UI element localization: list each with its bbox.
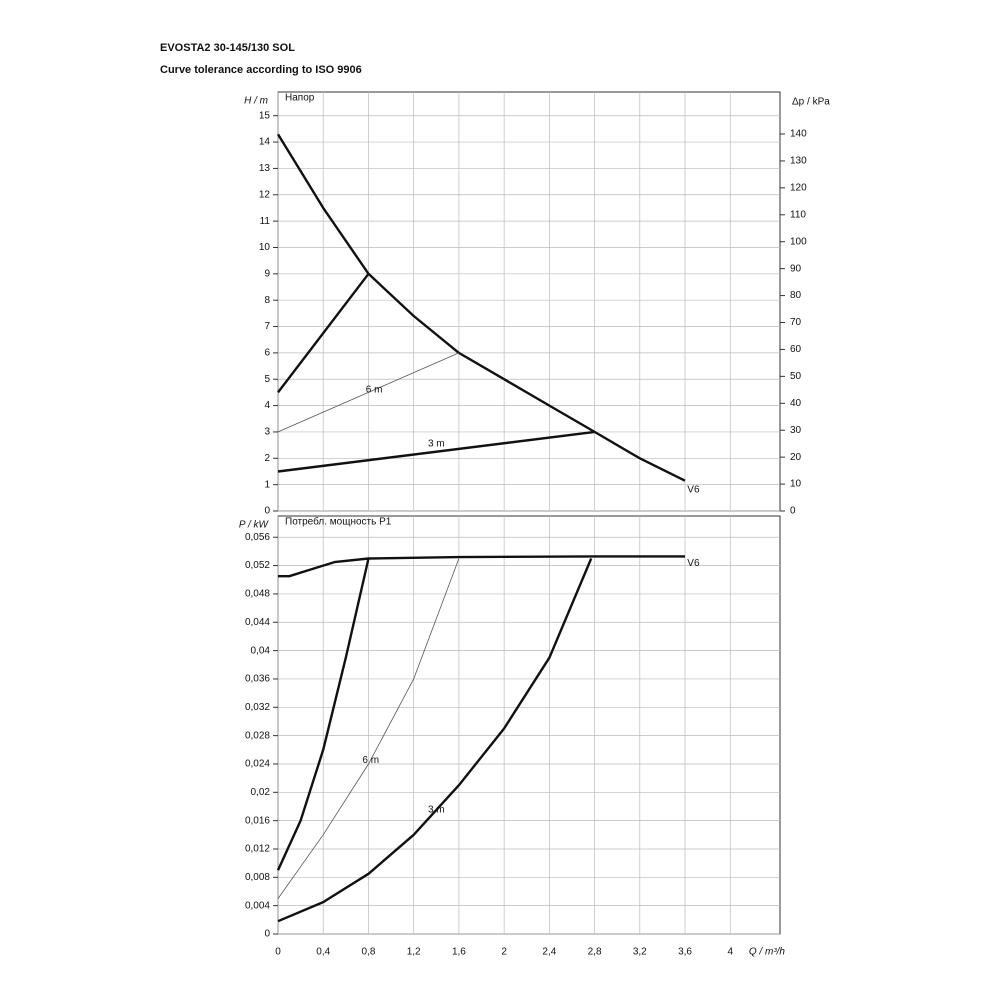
chart-title: EVOSTA2 30-145/130 SOL: [160, 42, 295, 54]
y-tick-label: 15: [259, 110, 271, 121]
series-label: 3 m: [428, 805, 445, 816]
y-tick-label: 1: [264, 479, 270, 490]
y2-tick-label: 110: [790, 209, 806, 220]
y-tick-label: 0,016: [245, 815, 270, 826]
y-tick-label: 0,056: [245, 532, 270, 543]
y-axis-label: H / m: [244, 96, 268, 107]
y-tick-label: 0,036: [245, 674, 270, 685]
y-tick-label: 7: [264, 321, 270, 332]
y-tick-label: 6: [264, 348, 270, 359]
y-tick-label: 0,02: [251, 787, 271, 798]
y2-tick-label: 100: [790, 236, 807, 247]
y-tick-label: 0,012: [245, 844, 270, 855]
y2-tick-label: 10: [790, 479, 802, 490]
panel-label: Напор: [285, 93, 315, 104]
y-tick-label: 0,052: [245, 560, 270, 571]
x-tick-label: 0,8: [361, 947, 375, 958]
y2-tick-label: 90: [790, 263, 802, 274]
curve: [277, 558, 593, 923]
y-tick-label: 10: [259, 242, 271, 253]
x-tick-label: 0,4: [316, 947, 330, 958]
y-tick-label: 0: [264, 929, 270, 940]
series-label: V6: [687, 485, 700, 496]
y-tick-label: 0,008: [245, 872, 270, 883]
y-tick-label: 0,048: [245, 589, 270, 600]
y-tick-label: 0,032: [245, 702, 270, 713]
y2-tick-label: 80: [790, 290, 802, 301]
y2-tick-label: 50: [790, 371, 802, 382]
y-tick-label: 5: [264, 374, 270, 385]
plot-frame: [277, 91, 781, 512]
y-tick-label: 0: [264, 506, 270, 517]
series-label: 6 m: [362, 755, 379, 766]
y2-axis-label: Δp / kPa: [792, 97, 830, 108]
y2-tick-label: 140: [790, 129, 807, 140]
y2-tick-label: 130: [790, 156, 807, 167]
y-tick-label: 14: [259, 137, 271, 148]
x-tick-label: 1,2: [407, 947, 421, 958]
y-tick-label: 9: [264, 268, 270, 279]
y-tick-label: 8: [264, 295, 270, 306]
x-tick-label: 4: [727, 947, 733, 958]
y-tick-label: 4: [264, 400, 270, 411]
series-label: 3 m: [428, 438, 445, 449]
x-tick-label: 3,6: [678, 947, 692, 958]
panel-label: Потребл. мощность P1: [285, 516, 392, 528]
plot-frame: [277, 515, 781, 935]
y-tick-label: 11: [260, 216, 271, 227]
y2-tick-label: 120: [790, 183, 807, 194]
y2-tick-label: 30: [790, 425, 802, 436]
x-tick-label: 2,4: [542, 947, 556, 958]
curve: [278, 555, 685, 578]
y-axis-label: P / kW: [239, 520, 270, 531]
x-tick-label: 1,6: [452, 947, 466, 958]
chart-subtitle: Curve tolerance according to ISO 9906: [160, 64, 362, 76]
x-axis-label: Q / m³/h: [749, 947, 786, 958]
y-tick-label: 0,04: [251, 645, 271, 656]
x-tick-label: 0: [275, 947, 281, 958]
y-tick-label: 0,024: [245, 759, 270, 770]
curve: [277, 352, 460, 433]
y-tick-label: 3: [264, 427, 270, 438]
y2-tick-label: 0: [790, 506, 796, 517]
series-label: V6: [687, 558, 700, 569]
y2-tick-label: 60: [790, 344, 802, 355]
curve: [277, 558, 460, 899]
curve: [277, 273, 370, 394]
y-tick-label: 0,004: [245, 900, 270, 911]
y-tick-label: 12: [259, 189, 271, 200]
y2-tick-label: 40: [790, 398, 802, 409]
y-tick-label: 2: [264, 453, 270, 464]
x-tick-label: 3,2: [633, 947, 647, 958]
curve: [276, 133, 686, 482]
series-label: 6 m: [366, 384, 383, 395]
y2-tick-label: 20: [790, 452, 802, 463]
curve: [277, 430, 595, 473]
y-tick-label: 0,028: [245, 730, 270, 741]
x-tick-label: 2: [501, 947, 507, 958]
y2-tick-label: 70: [790, 317, 802, 328]
y-tick-label: 0,044: [245, 617, 270, 628]
curve: [276, 558, 370, 871]
x-tick-label: 2,8: [588, 947, 602, 958]
y-tick-label: 13: [259, 163, 271, 174]
